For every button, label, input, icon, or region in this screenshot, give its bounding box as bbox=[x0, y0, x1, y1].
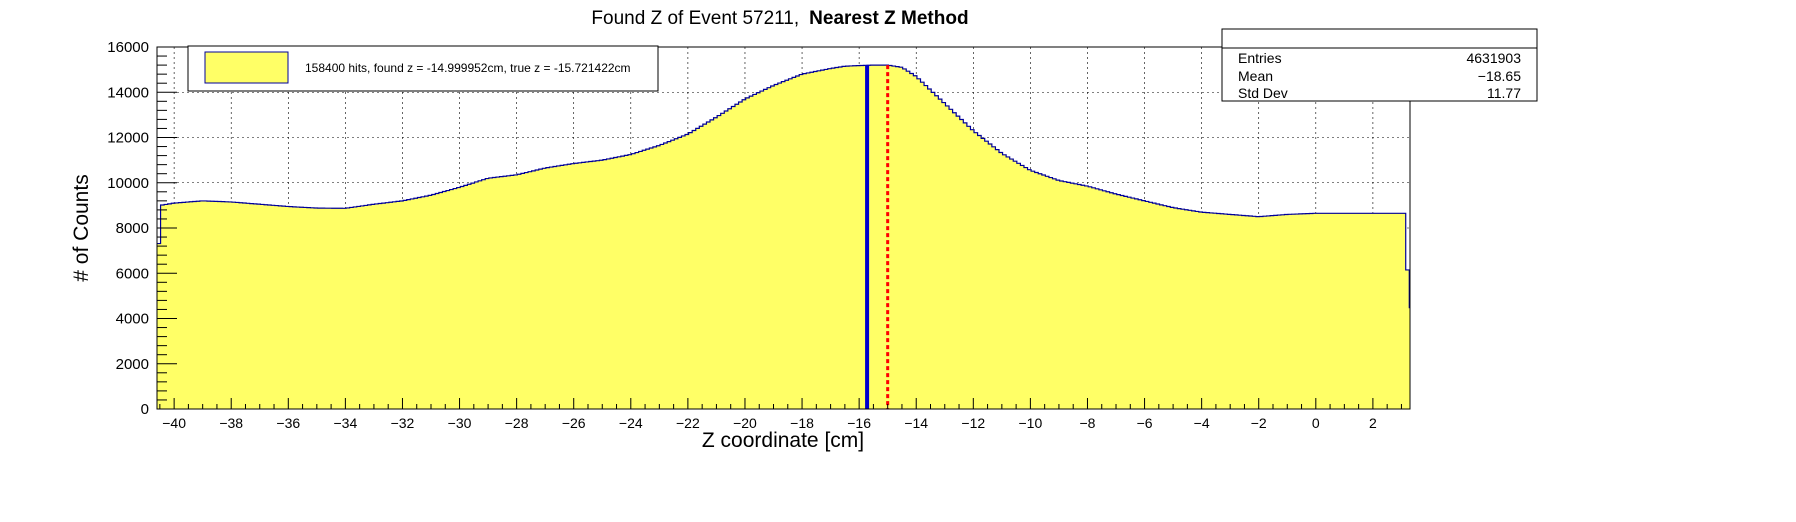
stats-stddev-label: Std Dev bbox=[1238, 85, 1288, 101]
stats-entries-value: 4631903 bbox=[1466, 50, 1521, 66]
stats-box-frame bbox=[1221, 28, 1538, 102]
x-tick-label: 0 bbox=[1312, 415, 1320, 431]
x-tick-label: −18 bbox=[790, 415, 814, 431]
chart-title-prefix: Found Z of Event 57211, bbox=[591, 8, 799, 29]
stats-box: Entries 4631903 Mean −18.65 Std Dev 11.7… bbox=[1221, 28, 1538, 102]
x-axis-ticks: −40 −38 −36 −34 −32 −30 −28 −26 −24 −22 −20 −18 −16−… bbox=[159, 398, 1402, 431]
y-axis-ticks: 0 2000 4000 6000 8000 10000 12000 14000 16000 bbox=[107, 39, 177, 418]
legend-entry: 158400 hits, found z = -14.999952cm, tru… bbox=[305, 61, 631, 75]
y-tick-label: 14000 bbox=[107, 84, 149, 101]
y-tick-label: 6000 bbox=[116, 265, 149, 282]
x-tick-label: −28 bbox=[505, 415, 529, 431]
x-tick-label: −36 bbox=[276, 415, 300, 431]
x-tick-label: −12 bbox=[961, 415, 985, 431]
x-tick-label: −26 bbox=[562, 415, 586, 431]
y-tick-label: 4000 bbox=[116, 311, 149, 328]
y-tick-label: 12000 bbox=[107, 130, 149, 147]
y-tick-label: 2000 bbox=[116, 356, 149, 373]
stats-mean-value: −18.65 bbox=[1478, 68, 1521, 84]
y-tick-label: 8000 bbox=[116, 220, 149, 237]
y-tick-label: 16000 bbox=[107, 39, 149, 56]
histogram-fill bbox=[157, 65, 1410, 409]
x-tick-label: −32 bbox=[391, 415, 415, 431]
x-tick-label: −4 bbox=[1194, 415, 1210, 431]
legend: 158400 hits, found z = -14.999952cm, tru… bbox=[187, 45, 659, 92]
x-tick-label: 2 bbox=[1369, 415, 1377, 431]
y-axis-label: # of Counts bbox=[70, 174, 93, 281]
x-tick-label: −24 bbox=[619, 415, 643, 431]
x-tick-label: −2 bbox=[1251, 415, 1267, 431]
x-tick-label: −16 bbox=[847, 415, 871, 431]
x-tick-label: −22 bbox=[676, 415, 700, 431]
y-tick-label: 10000 bbox=[107, 175, 149, 192]
stats-mean-label: Mean bbox=[1238, 68, 1273, 84]
x-tick-label: −38 bbox=[219, 415, 243, 431]
x-tick-label: −30 bbox=[448, 415, 472, 431]
x-tick-label: −8 bbox=[1079, 415, 1095, 431]
stats-entries-label: Entries bbox=[1238, 50, 1282, 66]
x-tick-label: −34 bbox=[334, 415, 358, 431]
chart-title: Found Z of Event 57211, Nearest Z Method bbox=[591, 8, 968, 29]
x-axis-label: Z coordinate [cm] bbox=[702, 429, 864, 452]
x-tick-label: −10 bbox=[1019, 415, 1043, 431]
x-tick-label: −20 bbox=[733, 415, 757, 431]
x-tick-label: −6 bbox=[1137, 415, 1153, 431]
legend-swatch bbox=[204, 51, 289, 84]
x-tick-label: −14 bbox=[904, 415, 928, 431]
x-tick-label: −40 bbox=[162, 415, 186, 431]
chart-title-method: Nearest Z Method bbox=[809, 8, 968, 29]
histogram-outline bbox=[157, 64, 1410, 309]
stats-stddev-value: 11.77 bbox=[1487, 85, 1521, 101]
y-tick-label: 0 bbox=[141, 401, 149, 418]
